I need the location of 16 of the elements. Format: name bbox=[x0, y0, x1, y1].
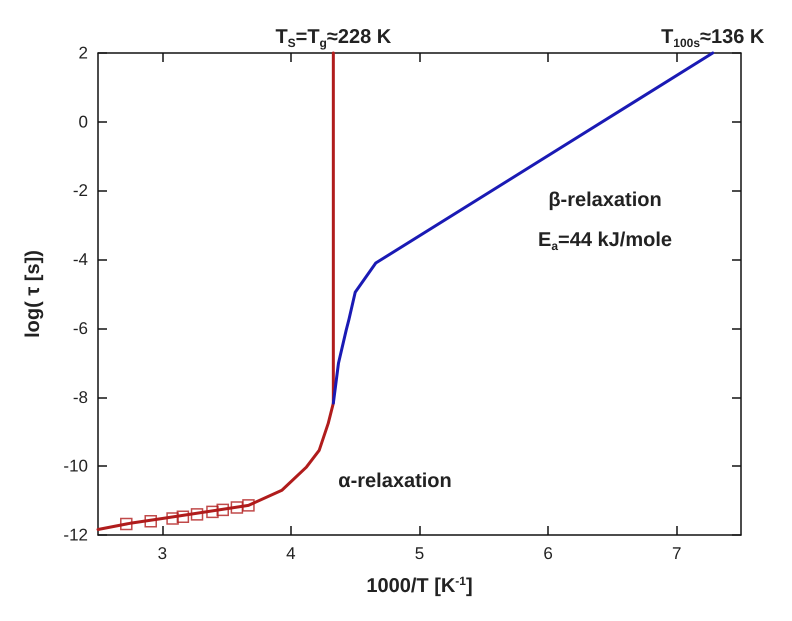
y-tick-label: -12 bbox=[63, 526, 88, 544]
y-tick-label: 2 bbox=[78, 44, 88, 62]
y-tick-label: -4 bbox=[72, 250, 88, 270]
y-tick-label: 0 bbox=[78, 112, 88, 132]
y-tick-label: -10 bbox=[63, 456, 88, 476]
x-tick-label: 7 bbox=[672, 544, 682, 563]
annotation: β-relaxation bbox=[548, 189, 662, 211]
annotation: α-relaxation bbox=[338, 470, 452, 492]
x-tick-label: 6 bbox=[543, 544, 553, 563]
y-tick-label: -2 bbox=[72, 181, 88, 200]
y-tick-label: -6 bbox=[72, 318, 88, 338]
y-tick-label: -8 bbox=[72, 388, 88, 407]
x-tick-label: 3 bbox=[158, 544, 168, 563]
y-axis-title: log( τ [s]) bbox=[22, 250, 44, 338]
x-tick-label: 5 bbox=[414, 544, 424, 563]
x-tick-label: 4 bbox=[286, 544, 296, 563]
